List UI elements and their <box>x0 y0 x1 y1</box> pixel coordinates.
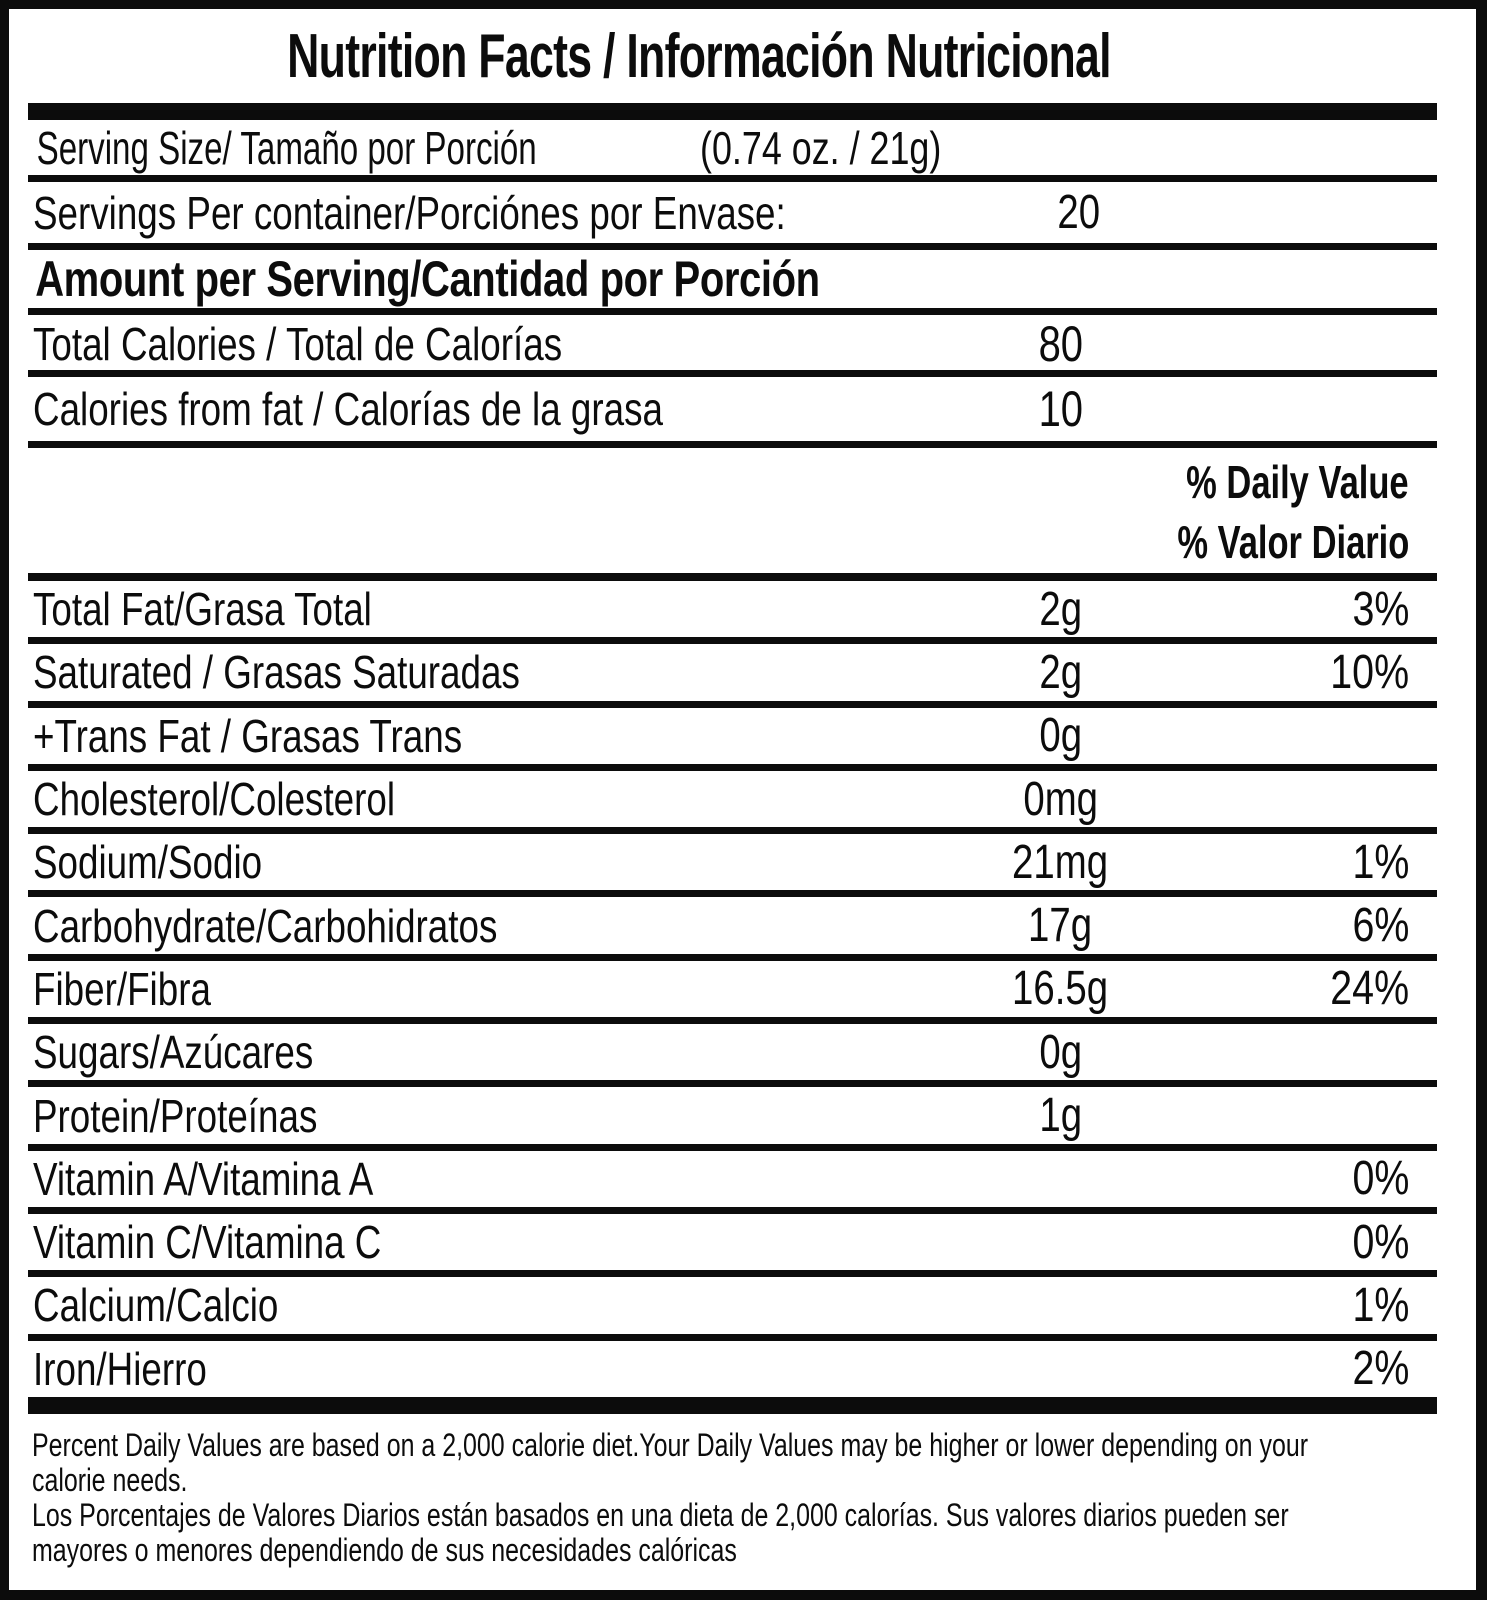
nutrient-label: Calcium/Calcio <box>33 1279 279 1332</box>
daily-value-header: % Daily Value % Valor Diario <box>28 448 1437 573</box>
nutrient-amount: 0g <box>1039 1025 1082 1079</box>
calories-from-fat-row: Calories from fat / Calorías de la grasa… <box>28 377 1437 448</box>
footnote-line-4: mayores o menores dependiendo de sus nec… <box>32 1531 737 1568</box>
footnote-line-2: calorie needs. <box>32 1461 188 1498</box>
nutrient-row-protein: Protein/Proteínas 1g <box>28 1087 1437 1151</box>
nutrient-label: Iron/Hierro <box>33 1342 207 1395</box>
nutrient-dv: 2% <box>1352 1342 1409 1396</box>
nutrient-label: Fiber/Fibra <box>33 962 211 1015</box>
daily-value-header-es: % Valor Diario <box>1176 516 1409 568</box>
amount-per-serving-header: Amount per Serving/Cantidad por Porción <box>35 251 820 307</box>
title-divider-bar <box>28 103 1437 120</box>
nutrient-row-trans-fat: +Trans Fat / Grasas Trans 0g <box>28 708 1437 771</box>
nutrient-row-cholesterol: Cholesterol/Colesterol 0mg <box>28 771 1437 835</box>
footnote-line-1: Percent Daily Values are based on a 2,00… <box>32 1426 1309 1463</box>
nutrient-amount: 21mg <box>1012 835 1109 889</box>
nutrient-row-fiber: Fiber/Fibra 16.5g 24% <box>28 961 1437 1025</box>
nutrient-amount: 2g <box>1039 645 1082 699</box>
nutrient-label: Vitamin A/Vitamina A <box>33 1152 374 1205</box>
servings-per-container-label: Servings Per container/Porciónes por Env… <box>33 186 786 239</box>
amount-per-serving-header-row: Amount per Serving/Cantidad por Porción <box>28 250 1437 315</box>
nutrient-row-calcium: Calcium/Calcio 1% <box>28 1277 1437 1341</box>
servings-per-container-row: Servings Per container/Porciónes por Env… <box>28 182 1437 250</box>
nutrient-dv: 3% <box>1352 582 1409 636</box>
nutrient-label: +Trans Fat / Grasas Trans <box>33 709 463 762</box>
nutrient-label: Vitamin C/Vitamina C <box>33 1216 382 1269</box>
nutrient-dv: 0% <box>1352 1152 1409 1206</box>
nutrient-dv: 1% <box>1352 1278 1409 1332</box>
nutrient-row-sugars: Sugars/Azúcares 0g <box>28 1024 1437 1088</box>
nutrient-dv: 24% <box>1330 962 1409 1016</box>
nutrient-label: Protein/Proteínas <box>33 1089 318 1142</box>
nutrient-label: Sugars/Azúcares <box>33 1026 314 1079</box>
nutrient-section-divider <box>28 573 1437 581</box>
nutrient-row-carbohydrate: Carbohydrate/Carbohidratos 17g 6% <box>28 897 1437 961</box>
footnote-divider-bar <box>28 1403 1437 1414</box>
total-calories-row: Total Calories / Total de Calorías 80 <box>28 315 1437 377</box>
nutrient-dv: 1% <box>1352 835 1409 889</box>
nutrient-amount: 17g <box>1028 899 1093 953</box>
title-band: Nutrition Facts / Información Nutriciona… <box>9 9 1476 103</box>
nutrient-row-vitamin-a: Vitamin A/Vitamina A 0% <box>28 1151 1437 1214</box>
total-calories-label: Total Calories / Total de Calorías <box>33 318 563 370</box>
nutrient-amount: 1g <box>1039 1089 1082 1143</box>
nutrient-row-saturated-fat: Saturated / Grasas Saturadas 2g 10% <box>28 644 1437 708</box>
nutrient-amount: 16.5g <box>1012 962 1109 1016</box>
total-calories-value: 80 <box>1038 316 1083 372</box>
nutrient-label: Sodium/Sodio <box>33 836 263 889</box>
page-title: Nutrition Facts / Información Nutriciona… <box>286 21 1111 91</box>
calories-from-fat-value: 10 <box>1038 381 1083 437</box>
nutrient-amount: 0mg <box>1023 772 1098 826</box>
footnote: Percent Daily Values are based on a 2,00… <box>28 1414 1437 1568</box>
serving-size-value: (0.74 oz. / 21g) <box>700 121 942 174</box>
nutrient-dv: 6% <box>1352 899 1409 953</box>
nutrient-row-sodium: Sodium/Sodio 21mg 1% <box>28 834 1437 898</box>
nutrient-label: Total Fat/Grasa Total <box>33 583 372 636</box>
nutrient-row-vitamin-c: Vitamin C/Vitamina C 0% <box>28 1214 1437 1278</box>
label-body: Serving Size/ Tamaño por Porción (0.74 o… <box>28 103 1437 1568</box>
footnote-line-3: Los Porcentajes de Valores Diarios están… <box>32 1496 1289 1533</box>
serving-size-label: Serving Size/ Tamaño por Porción <box>36 121 537 174</box>
servings-per-container-value: 20 <box>1057 186 1100 239</box>
nutrient-amount: 0g <box>1039 709 1082 763</box>
nutrient-dv: 10% <box>1330 645 1409 699</box>
calories-from-fat-label: Calories from fat / Calorías de la grasa <box>33 383 663 435</box>
nutrient-dv: 0% <box>1352 1215 1409 1269</box>
serving-size-row: Serving Size/ Tamaño por Porción (0.74 o… <box>28 120 1437 182</box>
nutrient-label: Carbohydrate/Carbohidratos <box>33 899 498 952</box>
nutrient-amount: 2g <box>1039 582 1082 636</box>
nutrient-label: Saturated / Grasas Saturadas <box>33 646 520 699</box>
daily-value-header-en: % Daily Value <box>1186 456 1409 508</box>
nutrient-row-total-fat: Total Fat/Grasa Total 2g 3% <box>28 581 1437 645</box>
nutrient-row-iron: Iron/Hierro 2% <box>28 1341 1437 1404</box>
nutrient-label: Cholesterol/Colesterol <box>33 773 396 826</box>
